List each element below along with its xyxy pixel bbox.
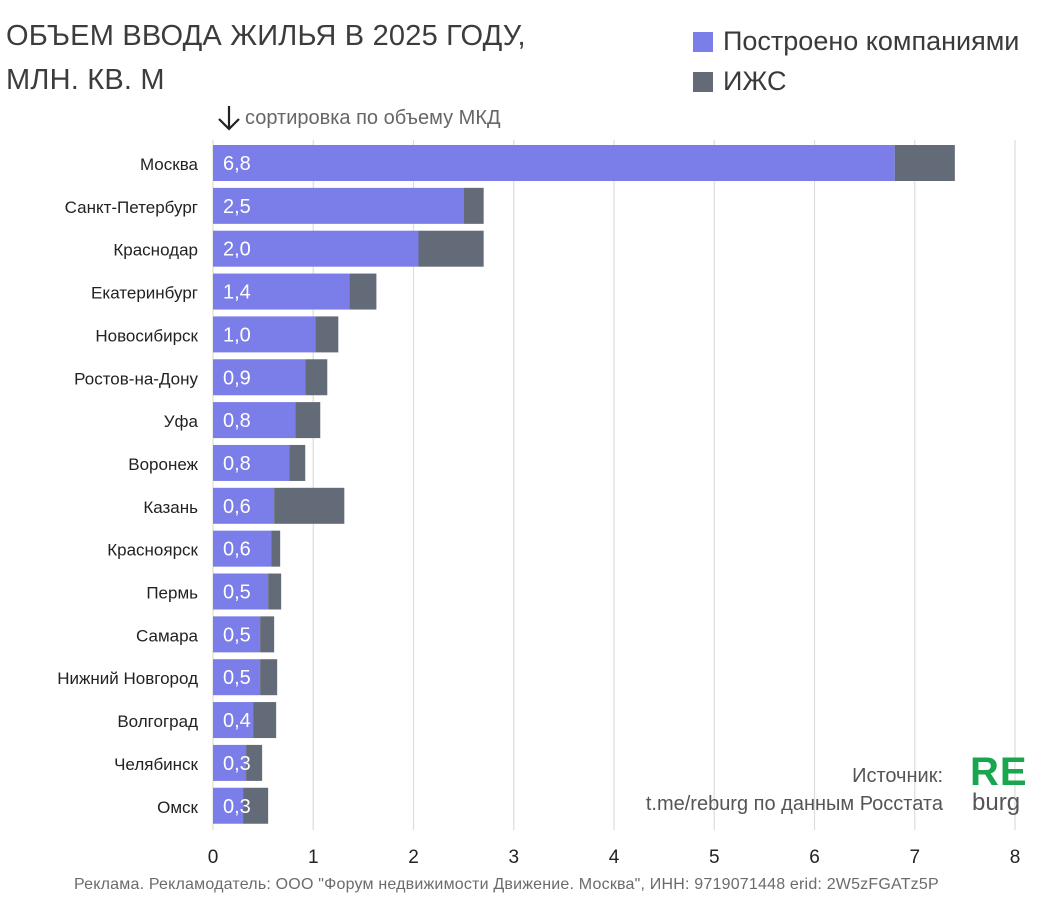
chart-title-line-1: ОБЪЕМ ВВОДА ЖИЛЬЯ В 2025 ГОДУ, [6, 20, 526, 52]
chart-title: ОБЪЕМ ВВОДА ЖИЛЬЯ В 2025 ГОДУ, МЛН. КВ. … [6, 14, 566, 102]
x-tick-label: 2 [408, 847, 419, 868]
bar-companies [213, 787, 244, 824]
bar-companies [213, 273, 350, 310]
category-label: Пермь [146, 584, 198, 603]
category-label: Челябинск [114, 755, 198, 774]
bar-value-label: 0,5 [223, 582, 251, 604]
bar-izhs [260, 659, 278, 696]
bar-companies [213, 230, 419, 267]
bar-izhs [271, 530, 281, 567]
bar-izhs [418, 230, 484, 267]
bar-companies [213, 187, 464, 224]
bar-value-label: 0,6 [223, 539, 251, 561]
category-label: Санкт-Петербург [65, 198, 198, 217]
sort-note-label: сортировка по объему МКД [245, 106, 501, 129]
bar-companies [213, 573, 269, 610]
bar-value-label: 2,5 [223, 196, 251, 218]
category-label: Самара [136, 626, 199, 645]
logo-bottom-text: burg [972, 789, 1021, 816]
bar-izhs [289, 444, 306, 481]
category-label: Москва [140, 155, 199, 174]
category-label: Омск [157, 798, 198, 817]
bar-companies [213, 444, 290, 481]
bar-izhs [246, 744, 263, 781]
x-tick-label: 1 [308, 847, 319, 868]
bar-companies [213, 145, 895, 181]
bar-companies [213, 359, 306, 396]
x-tick-label: 0 [208, 847, 219, 868]
bar-companies [213, 316, 316, 353]
bar-izhs [315, 316, 339, 353]
bar-value-label: 0,4 [223, 710, 251, 732]
bar-izhs [295, 402, 321, 439]
bar-value-label: 0,5 [223, 667, 251, 689]
reburg-logo: RE burg [970, 750, 1030, 816]
category-label: Нижний Новгород [57, 669, 198, 688]
bar-value-label: 6,8 [223, 153, 251, 175]
bar-value-label: 1,0 [223, 324, 251, 346]
legend-label-companies: Построено компаниями [723, 26, 1020, 56]
bar-izhs [243, 787, 269, 824]
category-label: Казань [143, 498, 198, 517]
x-tick-label: 4 [609, 847, 620, 868]
bar-companies [213, 702, 254, 739]
legend-item-izhs: ИЖС [693, 66, 787, 97]
chart-title-line-2: МЛН. КВ. М [6, 64, 165, 96]
x-tick-label: 6 [809, 847, 820, 868]
legend-swatch-companies [693, 31, 713, 52]
bar-izhs [305, 359, 328, 396]
source-line-1: Источник: [852, 765, 943, 787]
legend-swatch-izhs [693, 71, 713, 92]
bar-izhs [463, 187, 484, 224]
bar-value-label: 0,6 [223, 496, 251, 518]
bar-value-label: 2,0 [223, 239, 251, 261]
bar-companies [213, 402, 296, 439]
bar-value-label: 0,8 [223, 453, 251, 475]
logo-top-text: RE [970, 750, 1028, 794]
bar-izhs [349, 273, 377, 310]
bar-value-label: 0,5 [223, 624, 251, 646]
x-tick-label: 3 [508, 847, 519, 868]
bar-value-label: 1,4 [223, 282, 251, 304]
source-note: Источник: t.me/reburg по данным Росстата [646, 762, 943, 818]
category-label: Ростов-на-Дону [74, 369, 198, 388]
x-tick-label: 5 [709, 847, 720, 868]
bar-izhs [260, 616, 275, 653]
sort-note: сортировка по объему МКД [217, 104, 501, 132]
legend-item-companies: Построено компаниями [693, 26, 1019, 57]
bar-izhs [274, 487, 345, 524]
bar-izhs [268, 573, 282, 610]
category-label: Красноярск [107, 541, 198, 560]
bar-companies [213, 659, 261, 696]
x-tick-label: 7 [909, 847, 920, 868]
x-tick-label: 8 [1010, 847, 1021, 868]
bar-companies [213, 744, 247, 781]
legend-label-izhs: ИЖС [723, 66, 787, 96]
bar-value-label: 0,3 [223, 753, 251, 775]
bar-value-label: 0,9 [223, 367, 251, 389]
ad-disclaimer: Реклама. Рекламодатель: ООО "Форум недви… [74, 876, 939, 893]
source-line-2: t.me/reburg по данным Росстата [645, 793, 943, 815]
category-label: Екатеринбург [91, 284, 198, 303]
category-label: Уфа [164, 412, 199, 431]
category-label: Волгоград [117, 712, 198, 731]
bar-companies [213, 530, 272, 567]
category-label: Краснодар [113, 241, 198, 260]
bar-companies [213, 487, 275, 524]
arrow-down-icon [218, 106, 240, 131]
category-label: Воронеж [128, 455, 198, 474]
category-label: Новосибирск [95, 326, 198, 345]
bar-izhs [253, 702, 277, 739]
bar-izhs [894, 145, 955, 181]
bar-companies [213, 616, 261, 653]
bar-value-label: 0,8 [223, 410, 251, 432]
bar-value-label: 0,3 [223, 796, 251, 818]
